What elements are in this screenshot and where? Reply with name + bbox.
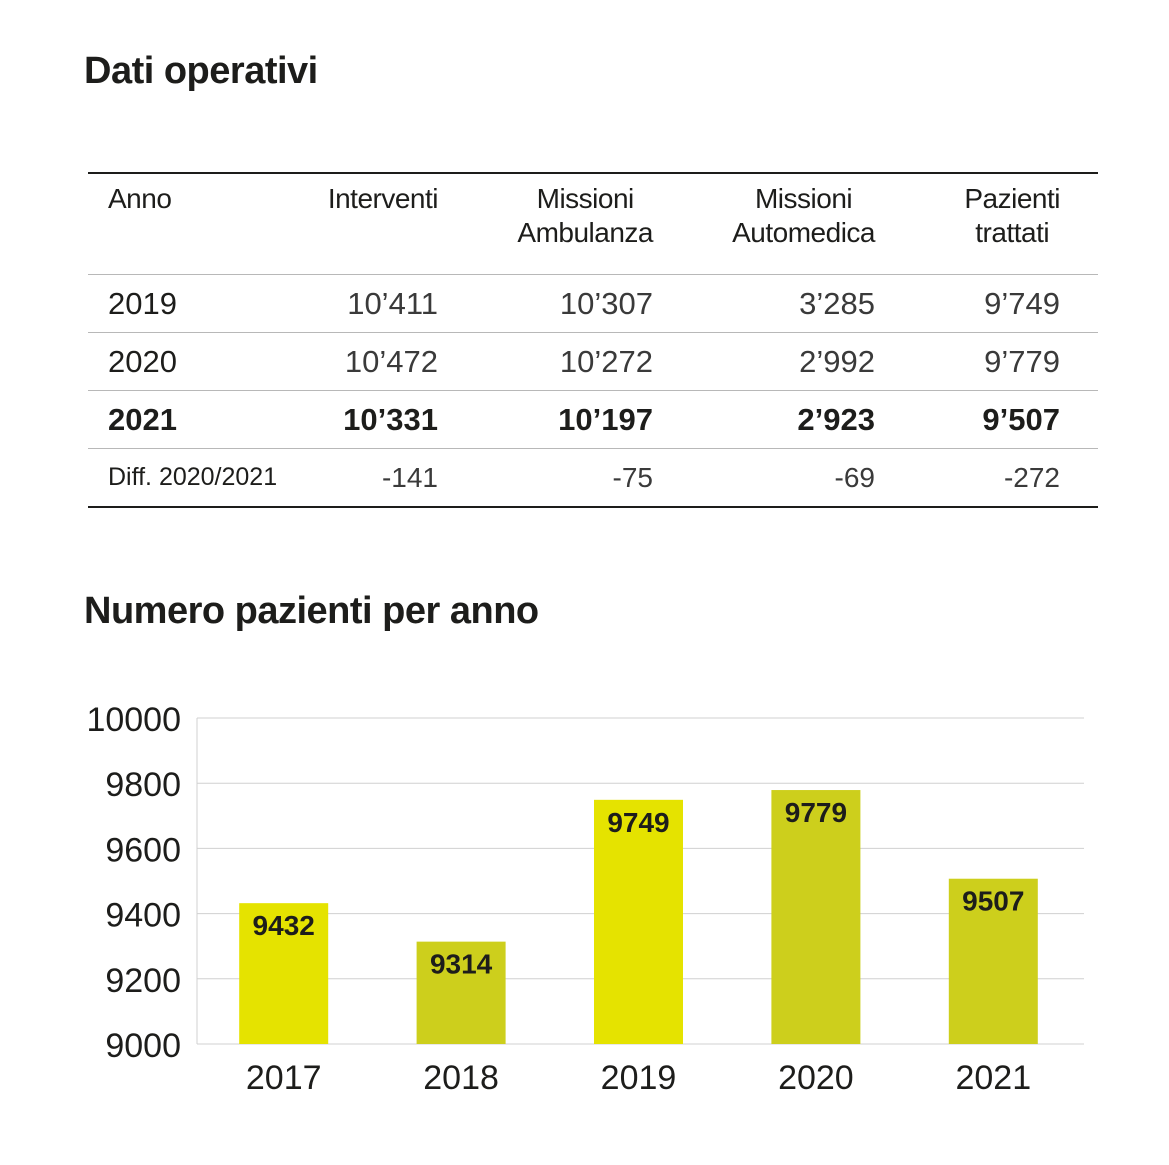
header-missioni-ambulanza-line1: Missioni: [536, 183, 635, 214]
bar-data-label: 9779: [785, 797, 847, 828]
cell-pazienti-trattati: 9’507: [875, 390, 1098, 449]
bar: [771, 790, 861, 1044]
bar: [594, 799, 683, 1044]
cell-missioni-ambulanza: 10’197: [438, 390, 653, 449]
x-tick-label: 2018: [423, 1059, 499, 1097]
cell-pazienti-trattati: 9’779: [875, 332, 1098, 391]
y-tick-label: 9800: [105, 766, 181, 804]
table-row: 2019 10’411 10’307 3’285 9’749: [88, 274, 1098, 333]
cell-missioni-automedica: 2’923: [653, 390, 875, 449]
bar-data-label: 9749: [607, 807, 669, 838]
bar-data-label: 9314: [430, 949, 493, 980]
cell-interventi: 10’331: [288, 390, 438, 449]
bar: [948, 878, 1038, 1044]
x-tick-label: 2021: [955, 1059, 1031, 1097]
y-tick-label: 9400: [105, 897, 181, 935]
header-missioni-automedica: Missioni Automedica: [653, 173, 875, 275]
cell-missioni-automedica: 3’285: [653, 274, 875, 333]
y-tick-label: 10000: [86, 701, 181, 739]
header-interventi: Interventi: [288, 173, 439, 275]
x-tick-label: 2020: [778, 1059, 854, 1097]
cell-missioni-ambulanza: -75: [438, 448, 653, 507]
cell-anno: 2019: [88, 274, 288, 333]
cell-anno: 2020: [88, 332, 288, 391]
bar: [416, 941, 506, 1044]
header-pazienti-trattati-line2: trattati: [975, 217, 1050, 248]
cell-interventi: 10’472: [288, 332, 438, 391]
table-row-current-year: 2021 10’331 10’197 2’923 9’507: [88, 390, 1098, 449]
cell-anno: Diff. 2020/2021: [88, 448, 288, 507]
cell-pazienti-trattati: 9’749: [875, 274, 1098, 333]
header-interventi-label: Interventi: [327, 183, 439, 214]
cell-pazienti-trattati: -272: [875, 448, 1098, 507]
cell-missioni-ambulanza: 10’307: [438, 274, 653, 333]
x-tick-label: 2017: [246, 1059, 322, 1097]
header-missioni-automedica-line1: Missioni: [754, 183, 853, 214]
header-missioni-ambulanza-line2: Ambulanza: [517, 217, 653, 248]
table-row-difference: Diff. 2020/2021 -141 -75 -69 -272: [88, 448, 1098, 507]
header-pazienti-trattati: Pazienti trattati: [875, 173, 1098, 275]
operations-table: Anno Interventi Missioni Ambulanza Missi…: [88, 172, 1098, 508]
bar-data-label: 9432: [253, 910, 315, 941]
x-tick-label: 2019: [601, 1059, 677, 1097]
y-tick-label: 9200: [105, 962, 181, 1000]
header-missioni-ambulanza: Missioni Ambulanza: [438, 173, 653, 275]
cell-missioni-automedica: 2’992: [653, 332, 875, 391]
cell-interventi: -141: [288, 448, 438, 507]
cell-missioni-ambulanza: 10’272: [438, 332, 653, 391]
table-header-row: Anno Interventi Missioni Ambulanza Missi…: [88, 173, 1098, 275]
table-title: Dati operativi: [84, 50, 318, 92]
cell-interventi: 10’411: [288, 274, 438, 333]
y-tick-label: 9000: [105, 1027, 181, 1065]
header-anno-label: Anno: [108, 183, 172, 214]
chart-title: Numero pazienti per anno: [84, 590, 539, 632]
cell-anno: 2021: [88, 390, 288, 449]
bar-data-label: 9507: [962, 886, 1024, 917]
bar: [239, 903, 329, 1044]
table-row: 2020 10’472 10’272 2’992 9’779: [88, 332, 1098, 391]
header-missioni-automedica-line2: Automedica: [732, 217, 875, 248]
y-tick-label: 9600: [105, 831, 181, 869]
cell-missioni-automedica: -69: [653, 448, 875, 507]
header-anno: Anno: [88, 173, 288, 275]
header-pazienti-trattati-line1: Pazienti: [964, 183, 1060, 214]
